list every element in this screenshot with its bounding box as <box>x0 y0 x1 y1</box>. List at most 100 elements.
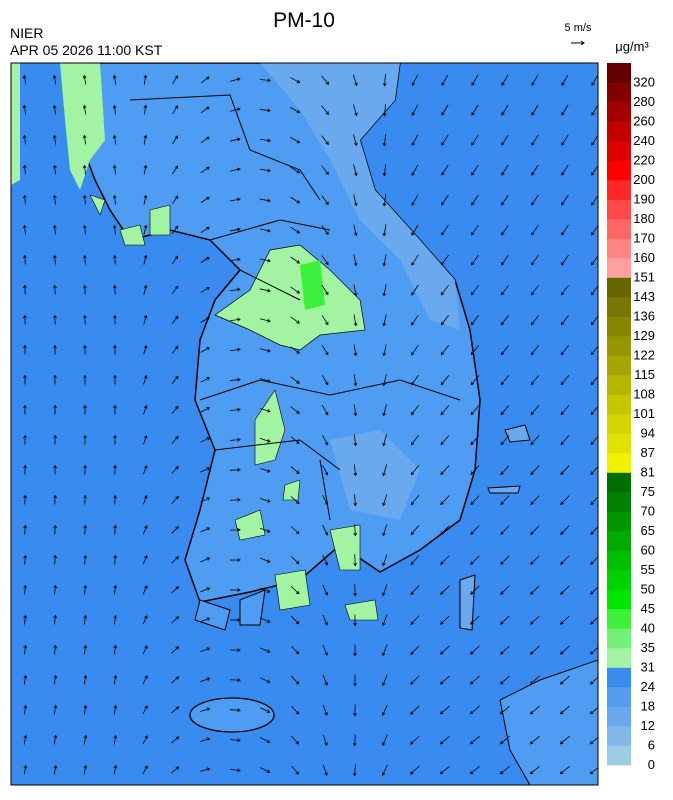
wind-arrow <box>290 286 301 294</box>
wind-arrow <box>259 198 271 203</box>
wind-arrow <box>352 764 357 777</box>
wind-arrow <box>142 555 148 565</box>
wind-arrow <box>113 614 118 625</box>
wind-arrow <box>113 734 118 745</box>
wind-arrow <box>500 645 510 655</box>
wind-arrow <box>471 224 479 236</box>
wind-arrow <box>589 767 598 775</box>
wind-arrow <box>321 195 329 206</box>
wind-arrow <box>171 435 179 444</box>
wind-arrow <box>229 618 241 622</box>
wind-arrow <box>591 134 598 146</box>
title: PM-10 <box>273 9 335 32</box>
wind-arrow <box>200 587 211 593</box>
wind-arrow <box>381 614 388 627</box>
wind-arrow <box>112 254 117 265</box>
colorbar-segment <box>607 297 631 317</box>
wind-arrow <box>53 494 57 505</box>
wind-arrow <box>259 138 271 143</box>
wind-arrow <box>171 676 180 684</box>
province-border <box>129 94 461 521</box>
wind-arrow <box>561 134 569 146</box>
wind-arrow <box>22 224 27 235</box>
colorbar-segment <box>607 219 631 239</box>
wind-arrow <box>143 374 148 385</box>
wind-arrow <box>470 585 480 595</box>
wind-arrow <box>321 135 329 146</box>
wind-arrow <box>530 284 539 296</box>
wind-arrow <box>321 225 329 236</box>
colorbar-segment <box>607 258 631 278</box>
wind-arrow <box>590 345 598 356</box>
wind-arrow <box>322 494 329 506</box>
wind-arrow <box>143 164 148 175</box>
wind-arrow <box>113 404 117 415</box>
colorbar-segment <box>607 472 631 493</box>
wind-arrow <box>290 496 300 505</box>
wind-arrow <box>171 586 179 594</box>
wind-arrow <box>172 135 178 145</box>
wind-arrow <box>229 347 241 352</box>
wind-arrow <box>469 705 480 715</box>
wind-arrow <box>171 405 179 414</box>
wind-arrow <box>530 495 540 505</box>
wind-arrow <box>382 314 387 327</box>
colorbar-label: 129 <box>633 328 655 343</box>
wind-arrow <box>171 285 179 295</box>
land-light <box>260 63 460 330</box>
wind-arrow <box>411 224 419 236</box>
wind-arrow <box>353 464 358 477</box>
wind-arrow <box>291 705 300 715</box>
colorbar-label: 180 <box>633 211 655 226</box>
wind-arrow <box>259 438 271 443</box>
wind-arrow <box>53 374 57 385</box>
wind-arrow <box>591 255 598 266</box>
wind-arrow <box>560 435 570 446</box>
wind-arrow <box>113 374 117 385</box>
wind-arrow <box>560 495 570 505</box>
wind-arrow <box>441 104 449 116</box>
wind-arrow <box>200 256 210 263</box>
colorbar-segment <box>607 355 631 376</box>
wind-arrow <box>530 585 540 595</box>
wind-arrow <box>259 108 271 113</box>
wind-arrow <box>441 164 449 176</box>
wind-scale-label: 5 m/s <box>565 22 592 34</box>
wind-arrow <box>382 464 388 477</box>
wind-arrow <box>229 137 241 142</box>
wind-arrow <box>83 644 88 655</box>
wind-arrow <box>531 74 539 86</box>
wind-arrow <box>382 374 387 387</box>
colorbar-segment <box>607 550 631 571</box>
wind-arrow <box>560 345 570 356</box>
colorbar-segment <box>607 492 631 512</box>
wind-arrow <box>229 708 241 713</box>
colorbar-label: 35 <box>641 640 655 655</box>
wind-arrow <box>291 765 300 775</box>
wind-arrow <box>53 554 58 565</box>
wind-arrow <box>410 465 420 476</box>
wind-arrow <box>560 585 570 595</box>
wind-arrow <box>53 344 57 355</box>
wind-arrow <box>53 764 58 775</box>
wind-arrow <box>529 735 540 745</box>
wind-arrow <box>53 614 58 625</box>
wind-arrow <box>322 554 329 566</box>
wind-arrow <box>52 104 57 115</box>
wind-arrow <box>382 224 387 237</box>
wind-arrow <box>560 375 570 386</box>
wind-arrow <box>143 344 148 355</box>
wind-arrow <box>53 584 58 595</box>
wind-arrow <box>382 254 387 267</box>
wind-arrow <box>353 164 358 177</box>
wind-arrow <box>83 674 88 685</box>
colorbar-label: 320 <box>633 75 655 90</box>
wind-arrow <box>53 464 57 475</box>
wind-arrow <box>259 408 271 413</box>
wind-arrow <box>83 494 87 505</box>
wind-arrow <box>260 647 271 653</box>
colorbar-segment <box>607 511 631 532</box>
colorbar: 0 6 12 18 24 31 35 40 45 50 55 60 65 70 75 81 87 94 101 108… <box>607 63 655 772</box>
wind-arrow <box>501 224 509 236</box>
colorbar-segment <box>607 589 631 610</box>
